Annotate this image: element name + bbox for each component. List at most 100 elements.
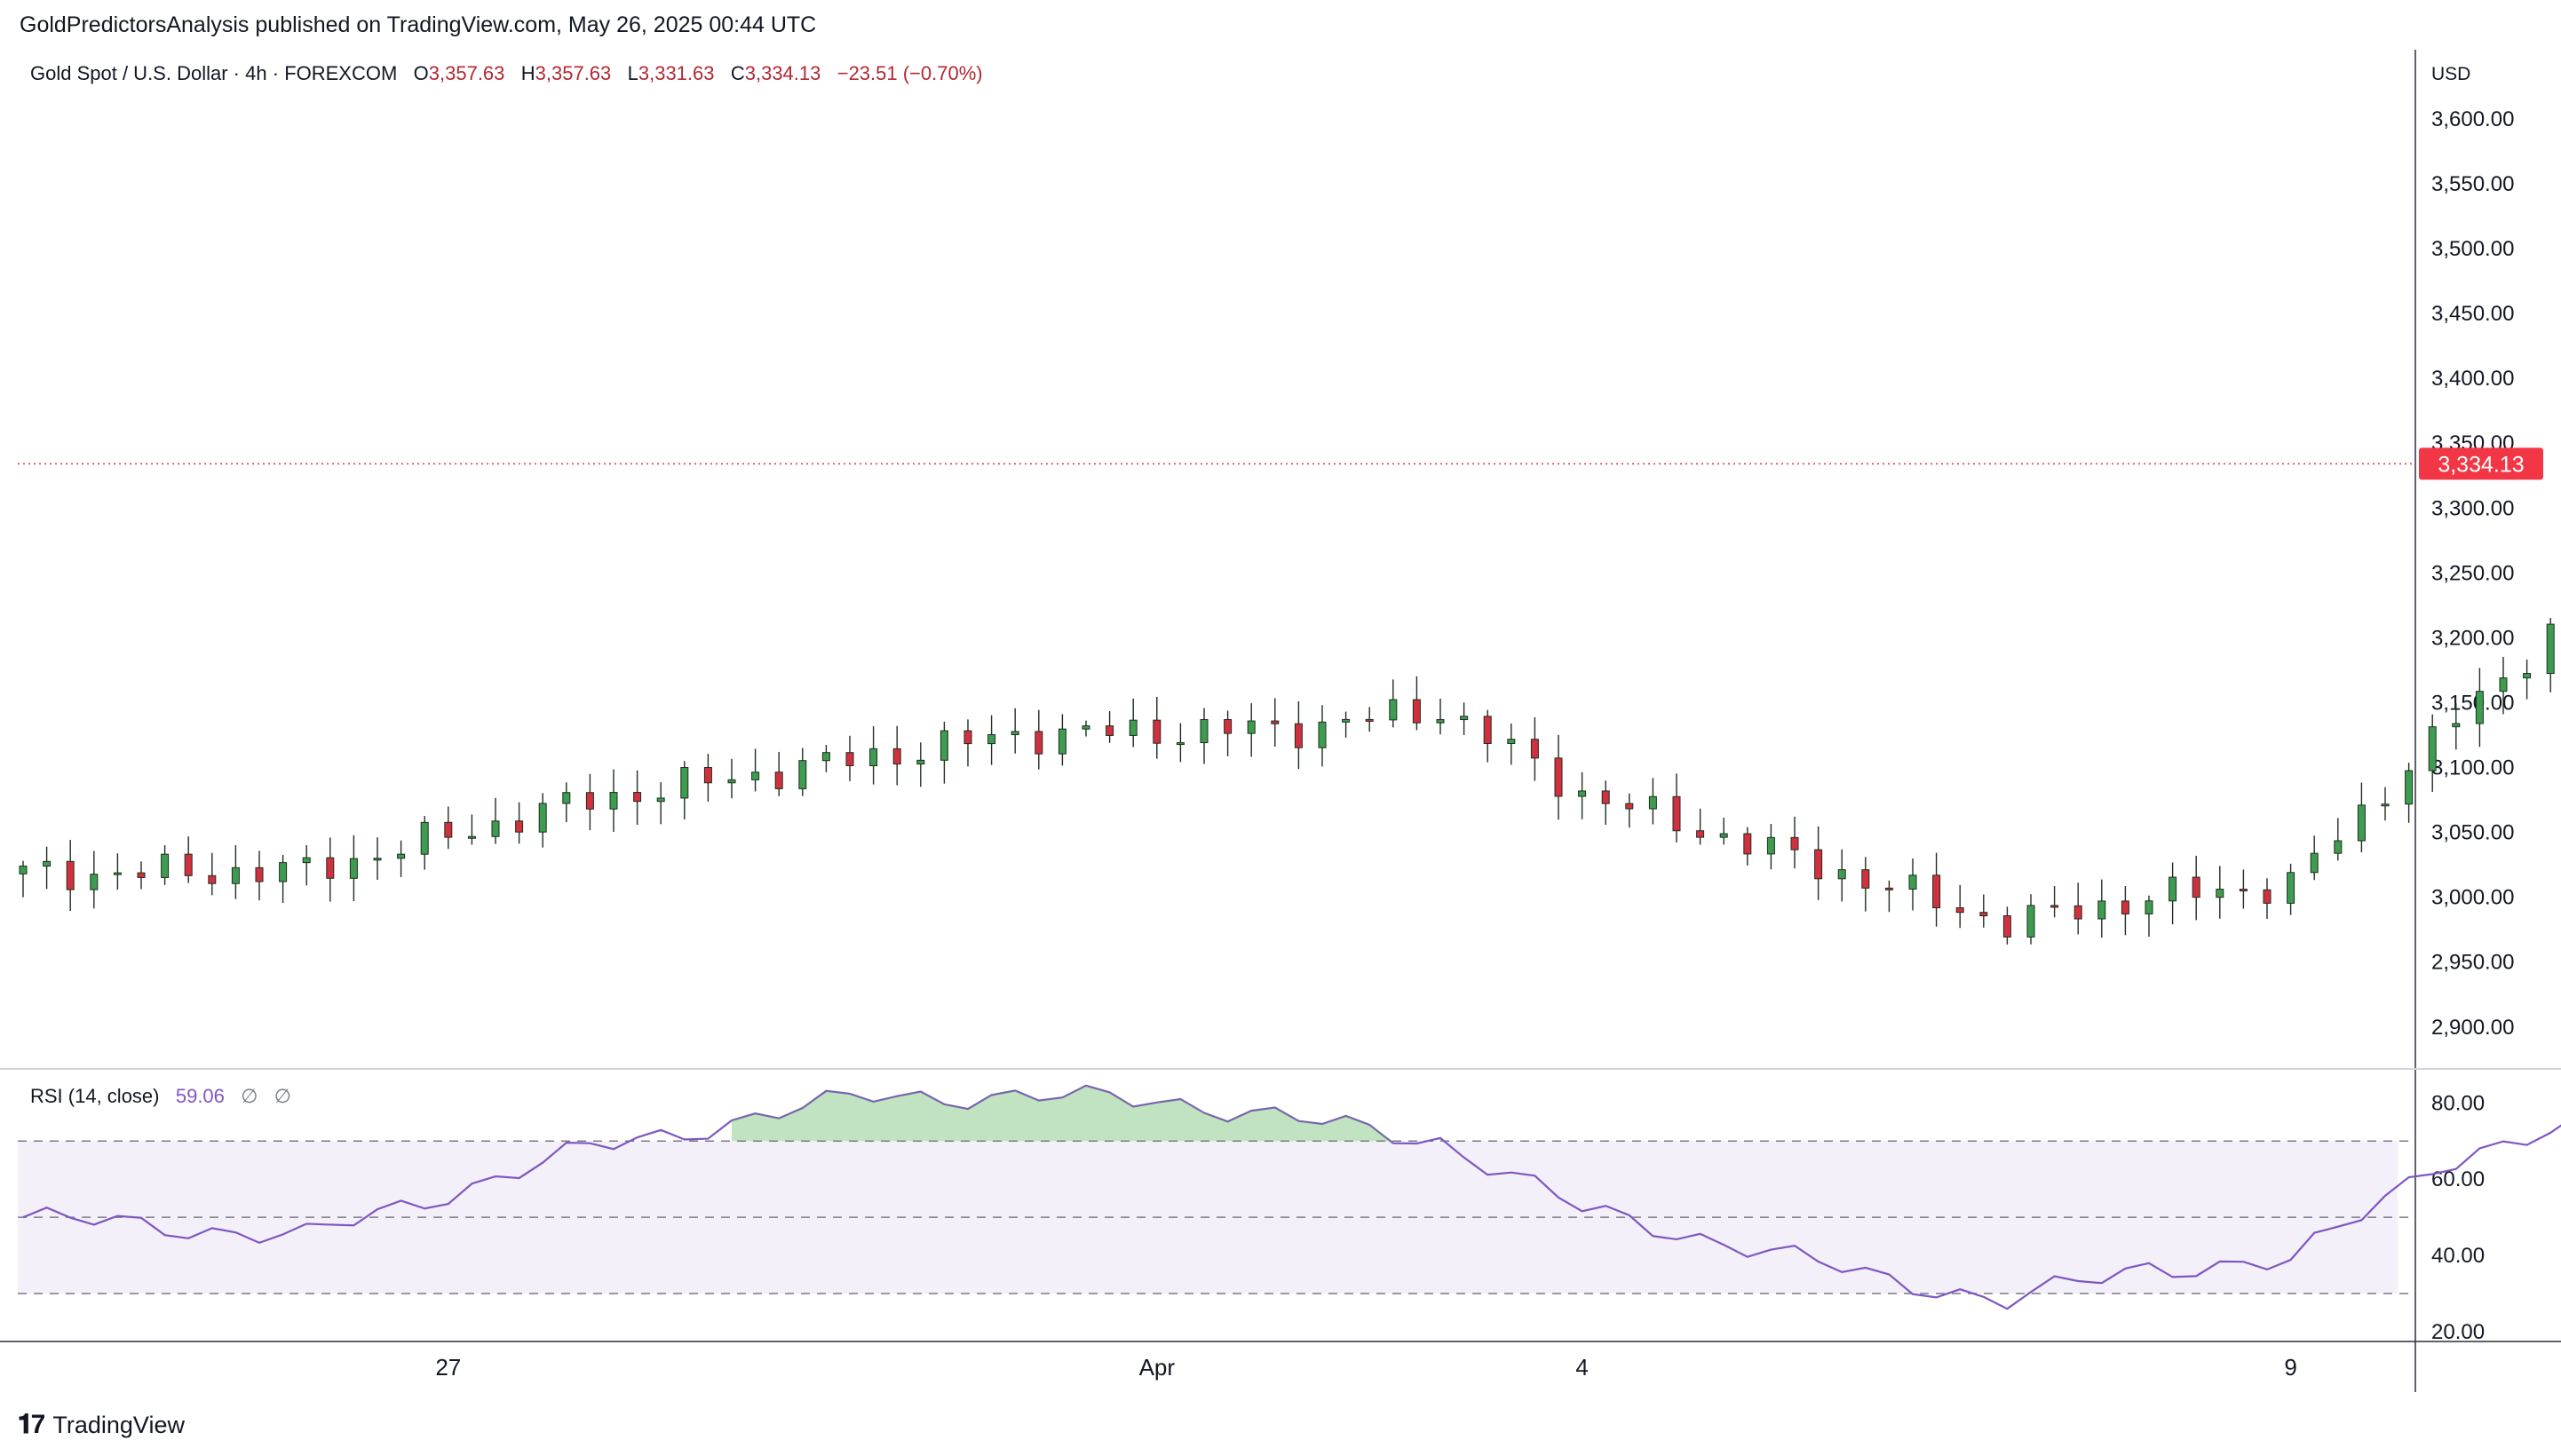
candle-body (1625, 803, 1634, 810)
candle-body (727, 779, 736, 784)
tradingview-logo-icon: 𝟏7 (18, 1410, 45, 1439)
price-y-axis[interactable]: 2,900.00 2,950.00 3,000.00 3,050.00 3,100.00… (2431, 107, 2514, 1040)
candle-body (208, 874, 217, 884)
candle-body (491, 820, 500, 837)
candle-body (43, 860, 52, 867)
candle-body (1176, 742, 1185, 746)
candle-body (2499, 677, 2508, 692)
time-tick-label: 4 (1575, 1354, 1588, 1381)
candle-body (1932, 874, 1941, 908)
candle-body (1460, 716, 1469, 721)
time-tick-label: 27 (435, 1354, 461, 1381)
rsi-na-2: ∅ (274, 1085, 291, 1107)
candle-body (656, 797, 665, 803)
ohlc-low: 3,331.63 (638, 62, 715, 84)
candle-body (798, 760, 807, 789)
candle-body (1578, 790, 1587, 797)
candle-body (609, 792, 618, 810)
candle-body (1035, 731, 1043, 755)
ohlc-close: 3,334.13 (744, 62, 821, 84)
candle-body (1271, 720, 1280, 724)
price-tick-label: 3,500.00 (2431, 237, 2514, 261)
rsi-line (22, 1084, 2561, 1310)
rsi-y-axis[interactable]: 20.00 40.00 60.00 80.00 (2431, 1091, 2485, 1344)
rsi-label[interactable]: RSI (14, close) (30, 1085, 160, 1107)
candle-body (1365, 718, 1374, 722)
candle-body (2334, 840, 2343, 854)
price-tick-label: 3,300.00 (2431, 496, 2514, 520)
candle-body (774, 772, 783, 789)
candle-body (538, 803, 547, 833)
candle-body (184, 853, 193, 876)
symbol-name[interactable]: Gold Spot / U.S. Dollar (30, 62, 228, 84)
candle-body (1719, 833, 1728, 838)
candle-body (845, 752, 854, 766)
candle-body (2287, 872, 2295, 904)
symbol-exchange: FOREXCOM (284, 62, 398, 84)
candle-body (1743, 833, 1752, 855)
candle-body (2239, 889, 2248, 892)
candle-body (2002, 915, 2011, 938)
last-price-value: 3,334.13 (2438, 452, 2524, 477)
candle-body (2121, 900, 2129, 914)
candle-body (1554, 757, 1563, 797)
candle-body (1696, 830, 1705, 838)
symbol-legend: Gold Spot / U.S. Dollar · 4h · FOREXCOM … (30, 62, 983, 84)
candle-body (420, 821, 429, 855)
candle-body (963, 730, 972, 745)
candle-body (2357, 804, 2366, 842)
price-tick-label: 2,950.00 (2431, 951, 2514, 975)
candle-body (703, 767, 712, 784)
time-tick-label: Apr (1139, 1354, 1176, 1381)
candle-body (1483, 716, 1492, 744)
candle-body (2097, 900, 2106, 920)
candle-body (255, 866, 264, 882)
candle-body (2073, 905, 2082, 920)
candle-body (869, 748, 878, 766)
candle-body (633, 792, 642, 803)
candle-body (2405, 770, 2414, 805)
candle-body (2546, 623, 2555, 675)
candle-body (892, 748, 901, 765)
candle-body (562, 792, 571, 804)
candle-body (2263, 889, 2272, 904)
time-tick-label: 9 (2284, 1354, 2296, 1381)
rsi-tick-label: 60.00 (2431, 1167, 2485, 1191)
candle-body (467, 835, 476, 839)
candle-body (19, 866, 28, 874)
candle-body (916, 759, 925, 765)
annotation-lines (18, 463, 2415, 465)
candle-body (1436, 719, 1445, 724)
candle-body (1672, 795, 1681, 832)
candle-body (373, 858, 382, 861)
currency-label[interactable]: USD (2431, 64, 2471, 84)
rsi-tick-label: 40.00 (2431, 1244, 2485, 1268)
candle-body (751, 772, 760, 780)
price-tick-label: 3,050.00 (2431, 821, 2514, 845)
candle-body (987, 734, 996, 745)
candle-body (302, 857, 311, 864)
candle-body (1908, 874, 1917, 890)
candle-body (326, 857, 335, 879)
candle-body (2381, 803, 2390, 807)
price-tick-label: 3,400.00 (2431, 367, 2514, 391)
candle-body (1342, 718, 1351, 723)
rsi-legend: RSI (14, close) 59.06 ∅ ∅ (30, 1085, 291, 1108)
rsi-tick-label: 80.00 (2431, 1091, 2485, 1115)
candle-body (90, 874, 99, 890)
candle-body (1082, 725, 1090, 730)
candle-body (1979, 912, 1988, 917)
candle-body (2145, 900, 2153, 914)
candles (19, 617, 2555, 945)
candle-body (137, 872, 146, 878)
last-price-tag-box (2419, 447, 2543, 480)
candle-body (1058, 728, 1066, 755)
candle-body (821, 752, 830, 762)
candle-body (1412, 699, 1421, 724)
rsi-na-1: ∅ (241, 1085, 258, 1107)
rsi-bands (18, 1140, 2415, 1294)
candle-body (1129, 719, 1138, 736)
time-x-axis[interactable]: 27Apr4913172327May6914182227Jun (435, 1354, 2561, 1381)
candle-body (1955, 906, 1964, 914)
